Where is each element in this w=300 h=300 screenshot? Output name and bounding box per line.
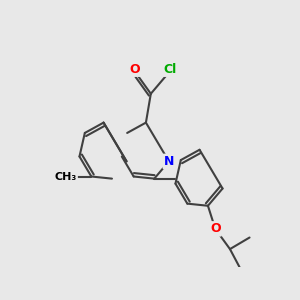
Text: N: N xyxy=(164,155,174,168)
Text: Cl: Cl xyxy=(164,63,177,76)
Text: CH₃: CH₃ xyxy=(55,172,77,182)
Text: O: O xyxy=(130,63,140,76)
Text: O: O xyxy=(210,222,220,236)
